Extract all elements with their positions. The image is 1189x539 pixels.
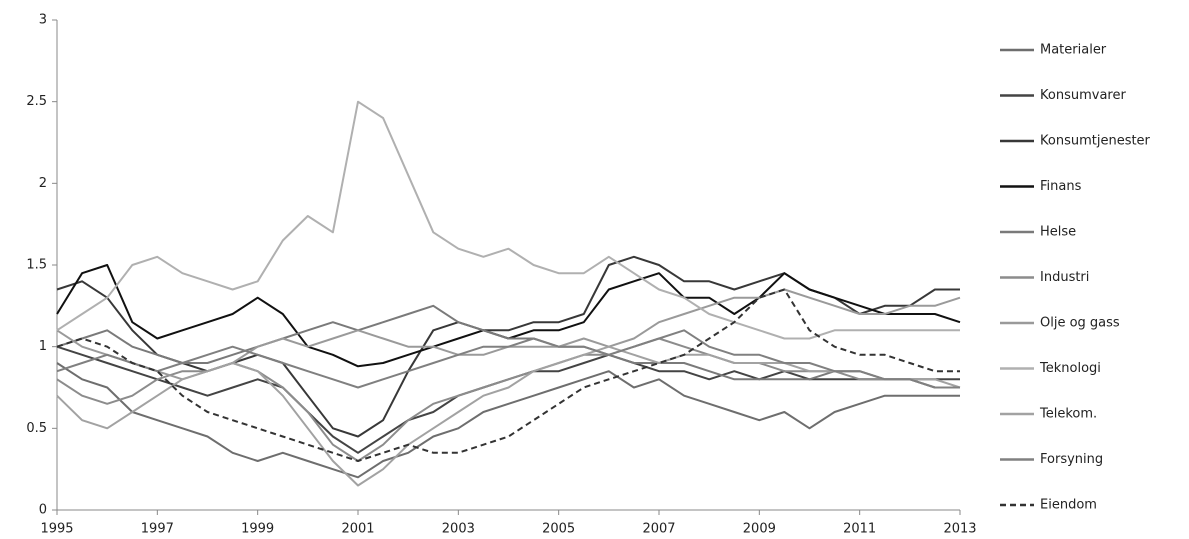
- y-tick-label: 1.5: [26, 258, 47, 273]
- legend-label: Teknologi: [1039, 361, 1101, 376]
- legend-label: Telekom.: [1039, 407, 1097, 422]
- legend-label: Konsumtjenester: [1040, 134, 1151, 149]
- series-line: [56, 329, 960, 389]
- legend-label: Konsumvarer: [1040, 88, 1126, 103]
- y-tick-label: 2: [39, 176, 47, 191]
- legend-label: Helse: [1040, 225, 1076, 240]
- series-line: [56, 362, 960, 479]
- x-tick-label: 2005: [542, 522, 575, 537]
- series-line: [56, 304, 960, 389]
- legend-label: Materialer: [1040, 43, 1107, 58]
- series-line: [56, 100, 960, 340]
- legend-label: Finans: [1040, 179, 1082, 194]
- x-tick-label: 1995: [40, 522, 73, 537]
- x-tick-label: 2003: [442, 522, 475, 537]
- x-tick-label: 1997: [141, 522, 174, 537]
- y-tick-label: 1: [39, 339, 47, 354]
- x-tick-label: 2009: [743, 522, 776, 537]
- series-line: [56, 264, 961, 368]
- x-tick-label: 2001: [341, 522, 374, 537]
- series-line: [56, 345, 961, 487]
- series-line: [56, 337, 960, 462]
- legend-label: Olje og gass: [1040, 316, 1120, 331]
- legend-label: Forsyning: [1040, 452, 1103, 467]
- y-tick-label: 0: [39, 503, 47, 518]
- y-tick-label: 0.5: [26, 421, 47, 436]
- y-tick-label: 2.5: [26, 94, 47, 109]
- x-tick-label: 2011: [843, 522, 876, 537]
- x-tick-label: 2007: [642, 522, 675, 537]
- series-line: [56, 288, 960, 462]
- x-tick-label: 2013: [943, 522, 976, 537]
- legend-label: Industri: [1040, 270, 1089, 285]
- x-tick-label: 1999: [241, 522, 274, 537]
- y-tick-label: 3: [39, 13, 47, 28]
- legend-label: Eiendom: [1040, 498, 1097, 513]
